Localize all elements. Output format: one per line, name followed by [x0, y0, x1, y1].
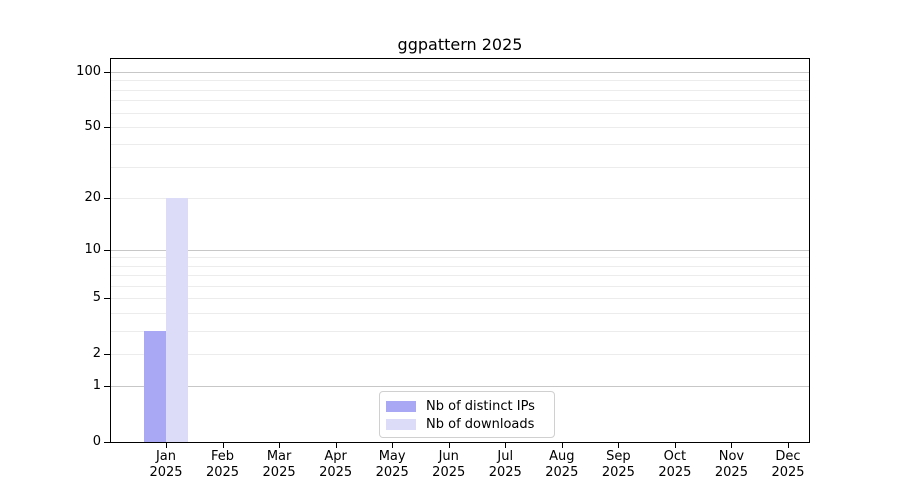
y-tick	[104, 249, 110, 251]
gridline-minor	[111, 275, 809, 277]
legend-label-distinct-ips: Nb of distinct IPs	[426, 398, 535, 414]
gridline-major	[111, 72, 809, 74]
y-tick	[104, 198, 110, 199]
legend-item-downloads: Nb of downloads	[386, 415, 548, 433]
y-tick-label: 2	[92, 345, 101, 361]
x-tick	[392, 443, 394, 448]
gridline-major	[111, 249, 809, 251]
chart-title: ggpattern 2025	[397, 35, 523, 54]
y-tick-label: 5	[92, 290, 101, 306]
legend-swatch-downloads	[386, 418, 416, 430]
legend-label-downloads: Nb of downloads	[426, 416, 535, 432]
gridline-minor	[111, 257, 809, 259]
x-tick-label: May 2025	[375, 449, 409, 480]
y-tick	[104, 442, 110, 443]
x-tick	[561, 443, 563, 448]
y-tick	[104, 126, 110, 128]
legend-item-distinct-ips: Nb of distinct IPs	[386, 397, 548, 415]
x-tick-label: Feb 2025	[205, 449, 240, 480]
x-tick	[618, 443, 620, 448]
x-tick-label: Jan 2025	[149, 449, 183, 480]
y-tick-label: 100	[76, 64, 101, 80]
x-tick	[505, 443, 507, 448]
plot-area: 0 1 2 5 10 20 50 100 Jan 2025 Feb 2025 Mar 2025 Apr…	[76, 58, 810, 480]
legend: Nb of distinct IPs Nb of downloads	[379, 391, 555, 438]
y-tick	[104, 353, 110, 355]
gridline-minor	[111, 112, 809, 114]
x-tick-label: Dec 2025	[771, 449, 805, 480]
x-tick-label: Sep 2025	[601, 449, 635, 480]
gridline-minor	[111, 313, 809, 315]
gridline-minor	[111, 144, 809, 146]
gridline-minor	[111, 286, 809, 288]
gridline-minor	[111, 298, 809, 300]
gridline-minor	[111, 265, 809, 267]
y-tick-label: 10	[84, 241, 101, 257]
legend-swatch-distinct-ips	[386, 400, 416, 412]
y-tick	[104, 386, 110, 388]
gridline-minor	[111, 89, 809, 91]
x-tick-label: Jul 2025	[488, 449, 522, 480]
x-tick-label: Apr 2025	[319, 449, 353, 480]
x-tick	[335, 443, 337, 448]
x-tick-label: Jun 2025	[432, 449, 466, 480]
y-tick	[104, 72, 110, 74]
gridline-minor	[111, 353, 809, 355]
x-tick	[731, 443, 733, 448]
gridline-major	[111, 386, 809, 388]
gridline-minor	[111, 330, 809, 332]
y-tick-label: 1	[92, 378, 101, 394]
gridline-minor	[111, 100, 809, 102]
bar-downloads	[166, 198, 188, 442]
y-tick	[104, 298, 110, 300]
y-tick-label: 20	[84, 190, 101, 205]
gridline-minor	[111, 80, 809, 82]
x-tick	[674, 443, 676, 448]
gridline-minor	[111, 166, 809, 168]
x-tick-label: Nov 2025	[714, 449, 748, 480]
gridline-minor	[111, 126, 809, 128]
x-tick-label: Oct 2025	[658, 449, 692, 480]
gridline-minor	[111, 198, 809, 199]
x-tick	[166, 443, 167, 448]
x-tick	[222, 443, 224, 448]
y-tick-label: 50	[84, 118, 101, 134]
x-tick	[448, 443, 450, 448]
x-tick	[279, 443, 281, 448]
x-tick-label: Mar 2025	[262, 449, 296, 480]
x-tick-label: Aug 2025	[545, 449, 579, 480]
x-tick	[787, 443, 789, 448]
y-tick-label: 0	[92, 434, 101, 449]
bar-distinct-ips	[144, 330, 166, 442]
